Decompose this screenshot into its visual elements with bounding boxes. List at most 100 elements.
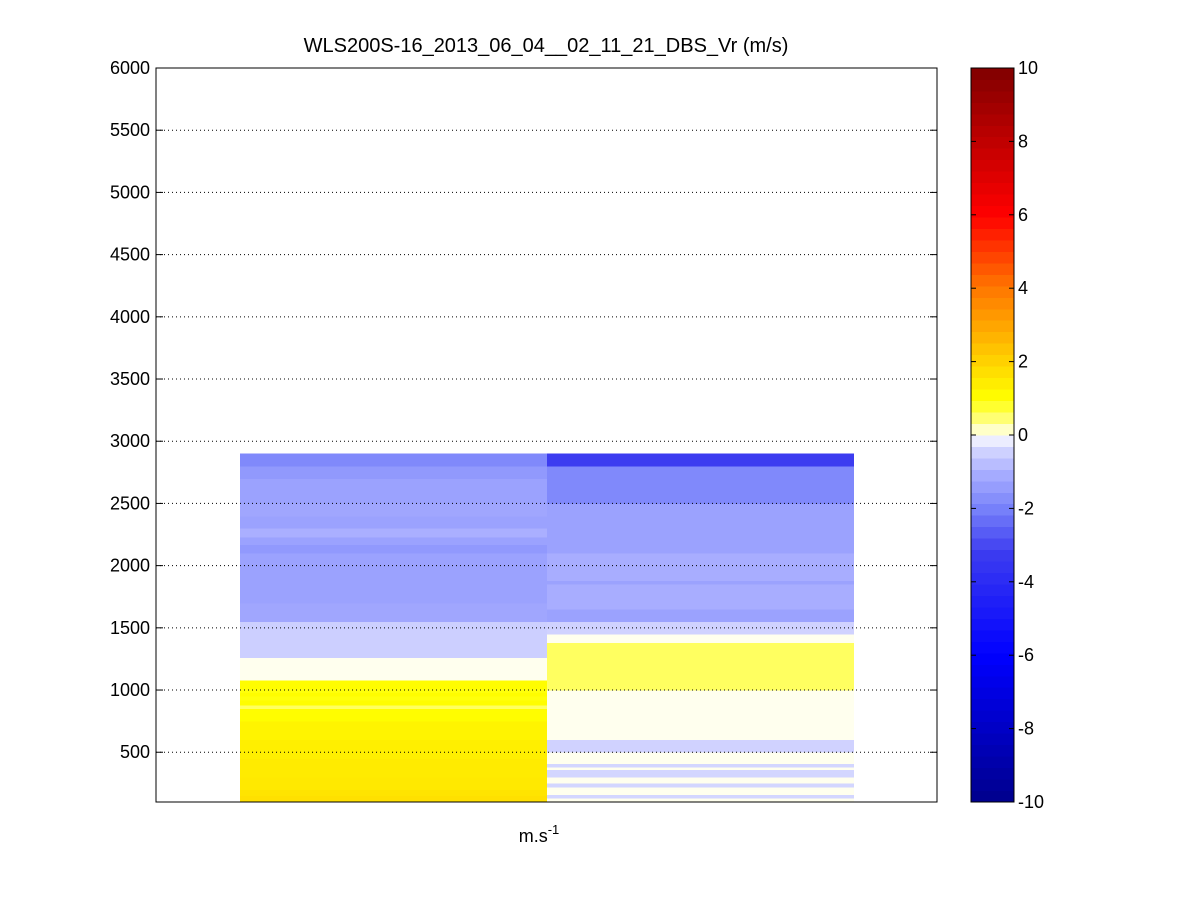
colorbar-ticks: -10 -8 -6 -4 -2 0 2 4 6 8 10 bbox=[971, 58, 1044, 812]
colorbar-swatch bbox=[971, 629, 1014, 642]
colorbar-swatch bbox=[971, 228, 1014, 241]
heatmap-cell bbox=[547, 787, 854, 795]
colorbar-tick-label: -8 bbox=[1018, 719, 1034, 739]
colorbar-tick-label: 8 bbox=[1018, 131, 1028, 151]
colorbar-swatch bbox=[971, 331, 1014, 344]
colorbar-swatch bbox=[971, 400, 1014, 413]
x-axis-label: m.s-1 bbox=[519, 822, 560, 846]
heatmap-cell bbox=[547, 634, 854, 644]
heatmap-cell bbox=[547, 584, 854, 610]
heatmap-cell bbox=[547, 466, 854, 504]
heatmap-cell bbox=[240, 553, 547, 604]
heatmap-cell bbox=[240, 758, 547, 778]
x-axis-label-exponent: -1 bbox=[548, 822, 560, 837]
heatmap-cell bbox=[240, 515, 547, 529]
y-tick-label: 4500 bbox=[110, 245, 150, 265]
colorbar-swatch bbox=[971, 446, 1014, 459]
colorbar-swatch bbox=[971, 561, 1014, 574]
colorbar-swatch bbox=[971, 687, 1014, 700]
heatmap-cell bbox=[547, 763, 854, 768]
heatmap-cell bbox=[240, 466, 547, 479]
heatmap-cell bbox=[240, 680, 547, 690]
heatmap-cell bbox=[547, 642, 854, 691]
colorbar-swatch bbox=[971, 435, 1014, 447]
colorbar-swatch bbox=[971, 79, 1014, 92]
colorbar-swatch bbox=[971, 538, 1014, 551]
heatmap-cell bbox=[240, 537, 547, 545]
colorbar-swatch bbox=[971, 125, 1014, 138]
heatmap-cell bbox=[240, 795, 547, 803]
heatmap-cell bbox=[547, 739, 854, 753]
colorbar-swatch bbox=[971, 274, 1014, 287]
colorbar-swatch bbox=[971, 710, 1014, 723]
heatmap-cell bbox=[240, 602, 547, 623]
colorbar-swatch bbox=[971, 285, 1014, 298]
heatmap-cell bbox=[547, 553, 854, 581]
colorbar-tick-label: 0 bbox=[1018, 425, 1028, 445]
colorbar-swatch bbox=[971, 457, 1014, 470]
colorbar-tick-label: -4 bbox=[1018, 572, 1034, 592]
colorbar-swatch bbox=[971, 515, 1014, 528]
heatmap-cell bbox=[240, 692, 547, 697]
colorbar-swatch bbox=[971, 584, 1014, 596]
colorbar-swatch bbox=[971, 90, 1014, 103]
colorbar-swatch bbox=[971, 698, 1014, 711]
heatmap-cell bbox=[547, 777, 854, 784]
y-tick-label: 6000 bbox=[110, 58, 150, 78]
colorbar-tick-label: -6 bbox=[1018, 645, 1034, 665]
colorbar-swatch bbox=[971, 572, 1014, 585]
heatmap-cell bbox=[547, 453, 854, 467]
colorbar-swatch bbox=[971, 354, 1014, 367]
plot-frame bbox=[155, 67, 938, 803]
y-tick-label: 3500 bbox=[110, 369, 150, 389]
colorbar-swatch bbox=[971, 618, 1014, 631]
y-tick-label: 2000 bbox=[110, 556, 150, 576]
colorbar-swatch bbox=[971, 779, 1014, 791]
colorbar-swatch bbox=[971, 194, 1014, 207]
colorbar-swatch bbox=[971, 503, 1014, 516]
y-tick-label: 3000 bbox=[110, 431, 150, 451]
colorbar-swatch bbox=[971, 480, 1014, 493]
colorbar-swatch bbox=[971, 240, 1014, 252]
heatmap-cell bbox=[547, 752, 854, 764]
heatmap-cell bbox=[240, 704, 547, 710]
heatmap-cell bbox=[240, 688, 547, 693]
heatmap-cell bbox=[240, 478, 547, 504]
colorbar-swatch bbox=[971, 423, 1014, 436]
colorbar-swatch bbox=[971, 469, 1014, 482]
colorbar-swatch bbox=[971, 595, 1014, 608]
heatmap-cell bbox=[547, 783, 854, 788]
x-axis-label-base: m.s bbox=[519, 826, 548, 846]
heatmap-cell bbox=[240, 721, 547, 741]
colorbar-swatch bbox=[971, 251, 1014, 264]
heatmap-cell bbox=[240, 699, 547, 706]
y-tick-label: 1000 bbox=[110, 680, 150, 700]
heatmap-cells bbox=[240, 453, 854, 803]
heatmap-cell bbox=[240, 528, 547, 538]
heatmap-cell bbox=[547, 767, 854, 771]
colorbar-swatch bbox=[971, 652, 1014, 665]
colorbar-swatch bbox=[971, 721, 1014, 734]
colorbar-swatch bbox=[971, 366, 1014, 379]
heatmap-cell bbox=[240, 657, 547, 681]
colorbar-swatch bbox=[971, 320, 1014, 333]
colorbar-swatch bbox=[971, 756, 1014, 768]
colorbar-swatch bbox=[971, 664, 1014, 677]
colorbar-swatch bbox=[971, 171, 1014, 184]
heatmap-cell bbox=[240, 696, 547, 701]
colorbar-swatch bbox=[971, 262, 1014, 275]
colorbar-swatch bbox=[971, 182, 1014, 195]
colorbar-swatch bbox=[971, 68, 1014, 80]
chart-title: WLS200S-16_2013_06_04__02_11_21_DBS_Vr (… bbox=[304, 35, 789, 57]
y-tick-label: 2500 bbox=[110, 493, 150, 513]
colorbar-swatch bbox=[971, 675, 1014, 688]
colorbar-swatch bbox=[971, 217, 1014, 229]
heatmap-cell bbox=[547, 690, 854, 741]
colorbar-tick-label: -10 bbox=[1018, 792, 1044, 812]
colorbar-swatch bbox=[971, 744, 1014, 757]
heatmap-cell bbox=[547, 503, 854, 554]
colorbar-swatch bbox=[971, 102, 1014, 115]
colorbar-swatch bbox=[971, 549, 1014, 562]
heatmap-cell bbox=[240, 739, 547, 759]
colorbar-tick-label: 2 bbox=[1018, 352, 1028, 372]
